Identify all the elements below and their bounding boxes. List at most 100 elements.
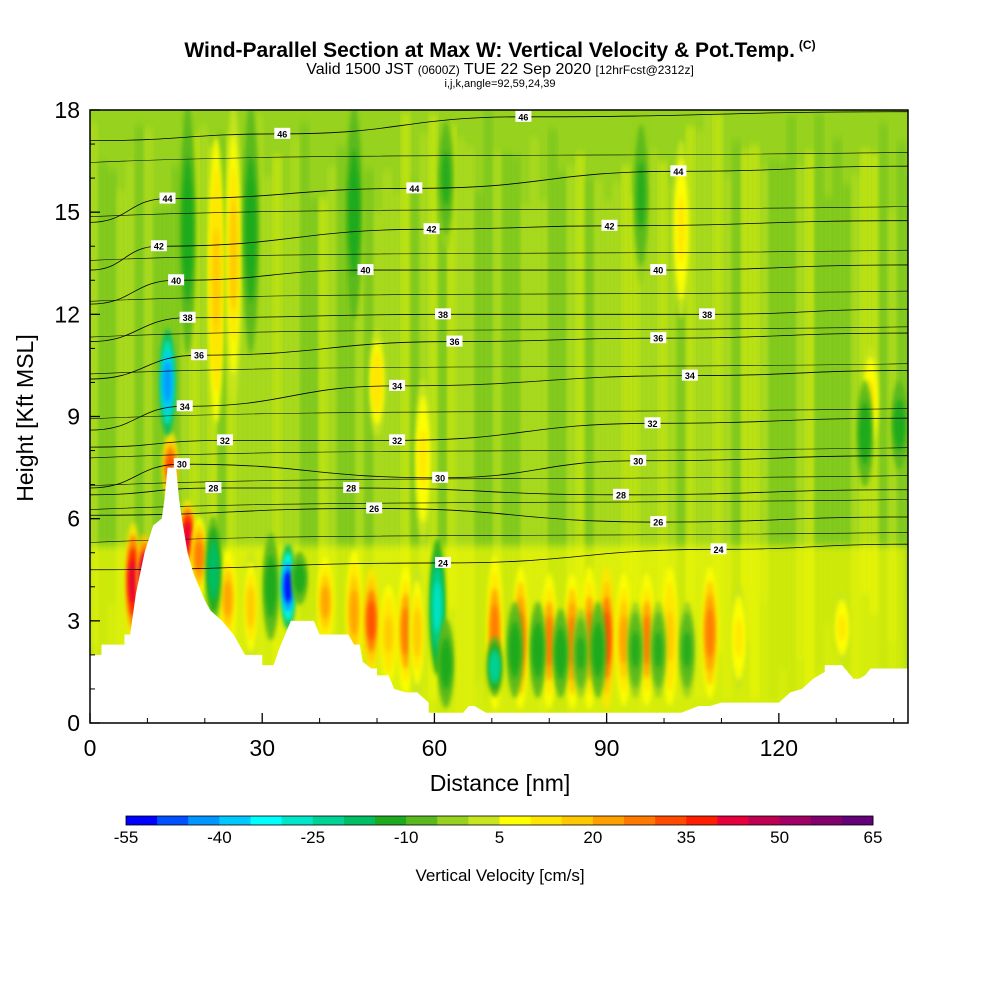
field-streak <box>273 154 281 679</box>
svg-text:40: 40 <box>171 276 181 286</box>
colorbar-tick-label: 65 <box>864 828 883 847</box>
y-tick-label: 3 <box>67 608 80 634</box>
theta-contour <box>90 111 908 142</box>
svg-text:44: 44 <box>673 167 683 177</box>
updraft-core <box>223 580 232 617</box>
theta-contour <box>90 363 908 375</box>
field-streak <box>236 187 244 669</box>
updraft-core <box>619 614 628 665</box>
updraft-core <box>212 227 221 334</box>
field-streak <box>778 162 786 669</box>
field-streak <box>567 165 575 672</box>
colorbar-tick-label: 5 <box>495 828 504 847</box>
field-streak <box>356 207 364 687</box>
theta-contour <box>90 417 908 448</box>
y-tick-label: 18 <box>54 97 80 123</box>
colorbar-swatch <box>841 816 874 825</box>
field-streak <box>117 189 125 685</box>
downdraft-core <box>682 631 692 668</box>
theta-contour-label: 30 <box>173 458 190 470</box>
field-streak <box>760 168 768 602</box>
svg-text:36: 36 <box>194 351 204 361</box>
updraft-core <box>837 614 847 641</box>
field-streak <box>714 113 722 653</box>
theta-contour <box>90 508 908 523</box>
downdraft-core <box>593 631 603 668</box>
theta-contour-label: 30 <box>432 471 449 483</box>
field-streak <box>631 194 639 637</box>
field-streak <box>852 174 860 692</box>
y-tick-label: 6 <box>67 506 80 532</box>
colorbar-swatch <box>748 816 781 825</box>
chart-indices: i,j,k,angle=92,59,24,39 <box>444 78 556 90</box>
field-streak <box>282 195 290 664</box>
field-streak <box>705 112 713 681</box>
theta-contour-label: 44 <box>406 182 423 194</box>
field-streak <box>200 125 208 678</box>
svg-text:38: 38 <box>438 310 448 320</box>
field-streak <box>659 161 667 617</box>
field-streak <box>604 200 612 592</box>
theta-contour-label: 44 <box>670 165 687 177</box>
theta-contour <box>90 151 908 163</box>
colorbar-swatch <box>468 816 500 825</box>
svg-text:36: 36 <box>450 337 460 347</box>
theta-contour-label: 36 <box>191 349 208 361</box>
theta-contour-label: 26 <box>366 502 383 514</box>
theta-contour <box>90 326 908 338</box>
field-streak <box>411 181 419 627</box>
field-streak <box>806 151 814 709</box>
theta-contour <box>90 499 908 510</box>
updraft-core <box>384 615 393 654</box>
field-streak <box>549 129 557 714</box>
svg-text:26: 26 <box>369 504 379 514</box>
colorbar-swatch <box>281 816 314 825</box>
theta-contour-label: 42 <box>601 219 618 231</box>
field-streak <box>420 133 428 605</box>
downdraft-core <box>266 566 275 607</box>
colorbar-swatch <box>343 816 376 825</box>
theta-contour <box>90 290 908 302</box>
svg-text:42: 42 <box>154 242 164 252</box>
downdraft-core <box>295 568 304 589</box>
theta-contour-label: 42 <box>423 223 440 235</box>
field-streak <box>135 126 143 632</box>
field-streak <box>393 191 400 706</box>
downdraft-core <box>576 636 585 670</box>
x-tick-label: 90 <box>594 735 620 761</box>
downdraft-core <box>860 413 870 454</box>
colorbar-swatch <box>686 816 718 825</box>
colorbar-tick-label: -25 <box>300 828 325 847</box>
theta-contour-label: 46 <box>515 110 532 122</box>
field-streak <box>815 113 823 670</box>
updraft-core <box>413 608 422 658</box>
field-streak <box>723 177 731 698</box>
downdraft-core <box>895 408 904 442</box>
colorbar-tick-label: 20 <box>583 828 602 847</box>
colorbar-swatch <box>126 816 158 825</box>
downdraft-core <box>283 570 293 603</box>
field-streak <box>494 151 502 712</box>
theta-contour-label: 24 <box>710 543 727 555</box>
field-streak <box>521 205 529 677</box>
field-streak <box>172 166 180 666</box>
field-streak <box>347 180 355 670</box>
theta-contour-label: 28 <box>343 482 360 494</box>
terrain <box>90 467 908 723</box>
theta-contour-label: 38 <box>435 308 452 320</box>
theta-contour-label: 32 <box>644 417 661 429</box>
svg-text:32: 32 <box>392 436 402 446</box>
field-streak <box>512 156 520 620</box>
svg-text:30: 30 <box>633 456 643 466</box>
svg-text:36: 36 <box>653 334 663 344</box>
field-streak <box>466 146 474 715</box>
colorbar-swatch <box>561 816 594 825</box>
field-streak <box>328 166 336 636</box>
svg-text:26: 26 <box>653 518 663 528</box>
colorbar-swatch <box>188 816 220 825</box>
field-streak <box>576 153 584 652</box>
updraft-core <box>401 607 410 655</box>
downdraft-core <box>441 646 451 681</box>
downdraft-core <box>533 631 542 668</box>
